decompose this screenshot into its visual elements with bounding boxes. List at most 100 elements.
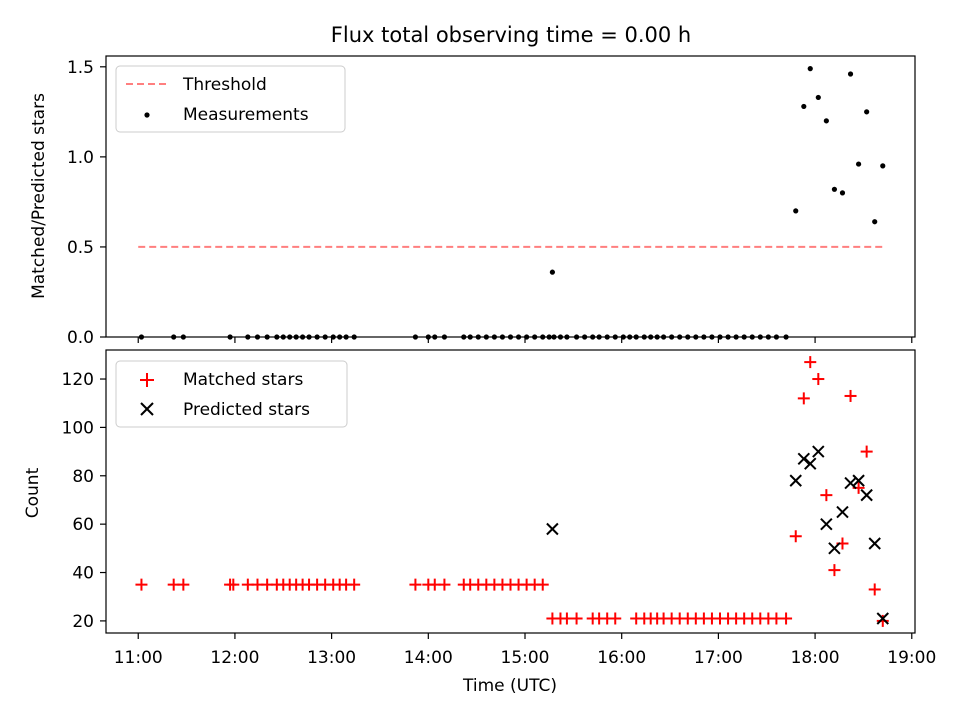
top-plot-marks [138,66,886,340]
bottom-x-tick-label: 18:00 [791,648,840,668]
matched-star-marker [570,612,583,625]
matched-star-marker [876,614,889,627]
matched-star-marker [797,392,810,405]
matched-star-marker [536,578,549,591]
bottom-x-tick-label: 19:00 [887,648,936,668]
matched-star-marker [409,578,422,591]
bottom-x-tick-label: 14:00 [404,648,453,668]
top-y-tick-label: 1.5 [67,58,94,78]
bottom-x-tick-label: 12:00 [210,648,259,668]
measurement-point [793,208,799,214]
measurement-point [839,190,846,196]
top-y-tick-label: 0.5 [67,238,94,258]
predicted-star-marker [860,488,873,502]
predicted-star-marker-b [546,522,559,536]
legend-measurements-label: Measurements [183,105,309,125]
measurement-point [855,161,862,167]
legend-predicted-label: Predicted stars [183,400,310,420]
matched-star-marker [227,578,240,591]
predicted-star-marker-b [876,612,889,625]
matched-star-marker [820,489,833,502]
matched-star-marker [789,530,802,543]
legend-matched-label: Matched stars [183,370,303,390]
predicted-star-marker-b [812,445,825,458]
x-axis-label: Time (UTC) [462,676,557,696]
predicted-star-marker [820,517,833,531]
bottom-panel: 20 40 60 80 100 120 11:00 12:00 13:00 14:00 15:00… [23,349,936,696]
predicted-star-marker [804,457,817,470]
figure-title: Flux total observing time = 0.00 h [331,23,691,47]
predicted-star-marker-b [836,505,849,519]
top-legend-box [115,65,346,133]
top-legend: Threshold Measurements [115,65,346,133]
matched-star-marker [135,578,148,591]
predicted-star-marker-b [852,474,865,487]
top-y-axis-label: Matched/Predicted stars [29,93,49,299]
predicted-star-marker [546,522,559,536]
matched-star-marker [780,612,793,625]
measurement-point [864,109,870,115]
bottom-y-axis: 20 40 60 80 100 120 [62,370,106,632]
bottom-x-tick-label: 11:00 [114,648,163,668]
top-x-ticks [137,337,913,343]
measurement-point [872,219,878,225]
matched-star-marker [812,373,825,386]
predicted-star-marker [836,505,849,519]
matched-star-marker [177,578,190,591]
bottom-plot-marks [135,356,889,627]
measurement-point [831,186,838,192]
bottom-y-tick-label: 120 [62,370,94,390]
bottom-legend-box [115,360,348,428]
top-y-tick-label: 0.0 [67,328,94,348]
measurement-point [549,269,556,275]
predicted-star-marker-b [797,452,811,466]
matched-star-marker [438,578,451,591]
predicted-star-marker-b [820,517,833,531]
predicted-star-marker-b [789,474,802,487]
predicted-star-marker-b [804,457,817,470]
measurement-point [801,103,807,110]
predicted-star-marker [844,476,857,490]
predicted-star-marker-b [860,488,873,502]
bottom-x-tick-label: 16:00 [597,648,646,668]
bottom-y-tick-label: 20 [72,612,94,632]
top-plot-frame [105,55,916,338]
bottom-y-tick-label: 60 [72,515,94,535]
bottom-y-tick-label: 80 [72,467,94,487]
predicted-star-marker-b [868,537,881,550]
legend-threshold-label: Threshold [182,75,267,95]
predicted-star-marker [876,612,889,625]
bottom-x-tick-label: 17:00 [694,648,743,668]
matched-star-marker [828,564,841,577]
bottom-y-axis-label: Count [23,467,43,518]
bottom-y-tick-label: 40 [72,564,94,584]
matched-star-marker [860,445,873,458]
predicted-star-marker [828,542,841,555]
legend-matched-swatch [140,373,154,387]
bottom-legend: Matched stars Predicted stars [115,360,348,428]
measurement-point [880,163,886,169]
legend-predicted-swatch [140,402,154,416]
measurement-point [847,71,854,77]
bottom-x-tick-label: 15:00 [501,648,550,668]
top-y-axis: 0.0 0.5 1.0 1.5 [67,58,106,348]
measurement-point [815,94,821,101]
predicted-star-marker-b [844,476,857,490]
measurement-point [823,118,829,124]
predicted-star-marker-b [828,542,841,555]
matched-star-marker [844,389,857,402]
predicted-star-marker [868,537,881,550]
measurement-point [807,66,813,72]
bottom-plot-frame [105,349,916,634]
matched-star-marker [609,612,622,625]
matched-star-marker [868,583,881,596]
predicted-star-marker [797,452,811,466]
top-y-tick-label: 1.0 [67,148,94,168]
top-panel: 0.0 0.5 1.0 1.5 Matched/Predicted stars Thr… [29,55,916,348]
predicted-star-marker [789,474,802,487]
predicted-star-marker [852,474,865,487]
matched-star-marker [804,356,817,369]
bottom-y-tick-label: 100 [62,418,94,438]
matched-star-marker [348,578,361,591]
